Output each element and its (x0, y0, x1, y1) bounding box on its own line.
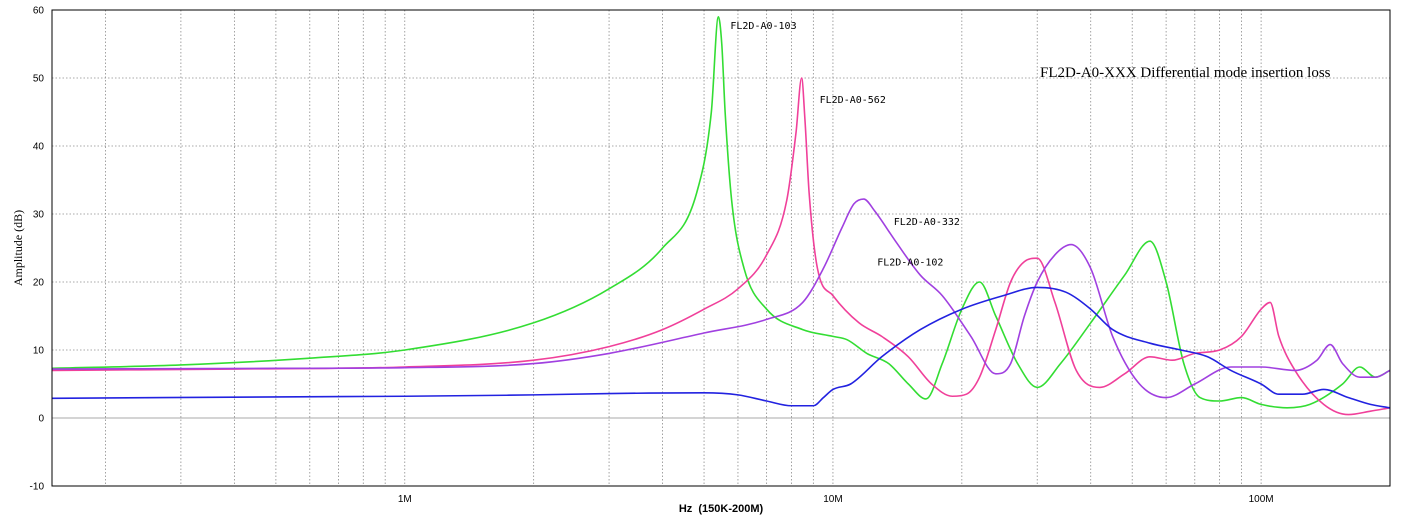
chart-title: FL2D-A0-XXX Differential mode insertion … (1040, 65, 1331, 81)
y-tick-labels: -10 0 10 20 30 40 50 60 (30, 6, 45, 493)
plot-frame (51, 9, 1391, 487)
series-annotation: FL2D-A0-332 (894, 217, 960, 228)
x-tick-label: 1M (398, 494, 412, 505)
y-tick-label: 0 (38, 414, 44, 425)
y-tick-label: -10 (30, 482, 45, 493)
x-tick-labels: 1M 10M 100M (398, 494, 1274, 505)
series-annotation: FL2D-A0-103 (730, 21, 796, 32)
series-line-fl2d-a0-102 (51, 286, 1391, 409)
series-annotation: FL2D-A0-102 (877, 257, 943, 268)
series-annotation: FL2D-A0-562 (820, 95, 886, 106)
x-axis-title: Hz (150K-200M) (679, 503, 764, 515)
y-tick-label: 50 (33, 74, 45, 85)
y-tick-label: 20 (33, 278, 45, 289)
y-tick-label: 30 (33, 210, 45, 221)
grid (52, 9, 1390, 487)
x-tick-label: 100M (1249, 494, 1274, 505)
y-axis-title: Amplitude (dB) (11, 210, 25, 286)
series-line-fl2d-a0-103 (51, 16, 1391, 409)
y-tick-label: 60 (33, 6, 45, 17)
y-tick-label: 10 (33, 346, 45, 357)
series-lines (51, 16, 1391, 416)
series-line-fl2d-a0-562 (51, 77, 1391, 416)
series-annotations: FL2D-A0-103 FL2D-A0-562 FL2D-A0-332 FL2D-A0… (730, 21, 960, 269)
series-line-fl2d-a0-332 (51, 198, 1391, 399)
x-tick-label: 10M (823, 494, 842, 505)
y-tick-label: 40 (33, 142, 45, 153)
